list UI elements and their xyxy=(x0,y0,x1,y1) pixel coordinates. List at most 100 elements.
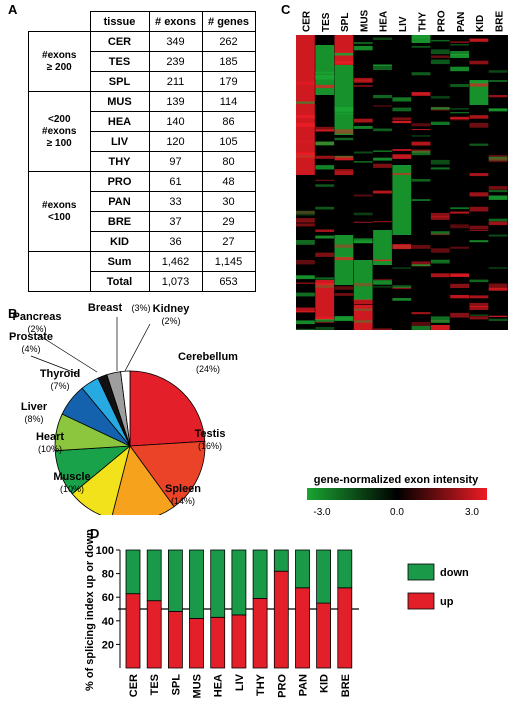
heatmap-cell xyxy=(373,221,392,223)
heatmap-cell xyxy=(392,285,412,288)
pie-pct-spleen: (14%) xyxy=(171,496,195,506)
heatmap-cell xyxy=(469,206,489,212)
bar-down-cer xyxy=(125,549,141,595)
heatmap-cell xyxy=(315,126,335,130)
heatmap-cell xyxy=(296,275,315,280)
table-header: tissue xyxy=(89,11,150,32)
heatmap-cell xyxy=(334,293,354,296)
heatmap-cell xyxy=(488,283,508,289)
y-tick-label: 20 xyxy=(102,639,114,651)
group-label-line: #exons xyxy=(42,49,77,61)
heatmap-cell xyxy=(392,154,412,159)
heatmap-cell xyxy=(373,66,392,71)
heatmap-block xyxy=(353,260,373,300)
table-row: <200 #exons ≥ 100 MUS 139 114 xyxy=(28,91,256,172)
heatmap-cell xyxy=(353,283,373,287)
heatmap-cell xyxy=(334,129,354,134)
y-tick-label: 60 xyxy=(102,592,114,604)
y-tick-label: 40 xyxy=(102,616,114,628)
heatmap-cell xyxy=(488,234,508,237)
heatmap-cell xyxy=(411,264,431,267)
x-category-label: CER xyxy=(128,674,140,697)
heatmap-cell xyxy=(392,107,412,112)
exon-count-cell: 36 xyxy=(148,231,203,252)
group-label-line: <200 xyxy=(47,113,71,125)
heatmap-cell xyxy=(373,157,392,161)
heatmap-cell xyxy=(411,199,431,201)
heatmap-cell xyxy=(296,240,315,245)
heatmap-column-label: PRO xyxy=(437,10,448,32)
pie-label-cerebellum: Cerebellum xyxy=(178,351,238,363)
pie-label-liver: Liver xyxy=(21,401,48,413)
heatmap-cell xyxy=(488,287,508,291)
x-category-label: PRO xyxy=(276,674,288,698)
x-category-label: SPL xyxy=(170,674,182,696)
heatmap-cell xyxy=(334,169,354,171)
heatmap-cell xyxy=(296,153,315,158)
exon-count-cell: 140 xyxy=(148,111,203,132)
exon-count-cell: 33 xyxy=(148,191,203,212)
panel-label-d: D xyxy=(90,526,100,541)
bar-up-cer xyxy=(125,593,141,669)
table-header: # genes xyxy=(201,11,256,32)
table-row: Sum 1,462 1,145 xyxy=(28,251,256,292)
tissue-cell: MUS xyxy=(89,91,150,112)
heatmap-cell xyxy=(411,179,431,182)
heatmap-cell xyxy=(334,156,354,161)
heatmap-cell xyxy=(469,60,489,65)
gene-count-cell: 185 xyxy=(201,51,256,72)
heatmap-cell xyxy=(315,84,335,89)
heatmap-cell xyxy=(373,64,392,66)
heatmap-cell xyxy=(315,277,335,280)
pie-pct-testis: (16%) xyxy=(198,441,222,451)
heatmap-cell xyxy=(488,189,508,193)
panel-label-b: B xyxy=(8,306,18,321)
bar-up-mus xyxy=(189,618,204,669)
bar-down-pro xyxy=(273,549,289,572)
heatmap-cell xyxy=(469,240,489,243)
pie-label-breast: Breast xyxy=(88,302,123,314)
heatmap-cell xyxy=(373,286,392,288)
heatmap-cell xyxy=(373,280,392,285)
heatmap-block xyxy=(334,35,354,65)
x-category-label: LIV xyxy=(234,673,246,691)
heatmap-cell xyxy=(353,79,373,82)
heatmap-block xyxy=(315,45,335,95)
heatmap-column-label: TES xyxy=(321,12,332,32)
heatmap-cell xyxy=(488,156,508,161)
heatmap-cell xyxy=(296,282,315,284)
exon-count-cell: 239 xyxy=(148,51,203,72)
heatmap-cell xyxy=(450,273,469,277)
heatmap-cell xyxy=(353,299,373,305)
pie-pct-heart: (10%) xyxy=(38,444,62,454)
tissue-cell: Sum xyxy=(89,251,150,272)
heatmap-cell xyxy=(411,325,431,330)
gene-count-cell: 114 xyxy=(201,91,256,112)
heatmap-cell xyxy=(450,246,469,249)
x-category-label: MUS xyxy=(192,674,204,698)
bar-up-pro xyxy=(273,570,289,669)
heatmap-cell xyxy=(411,245,431,249)
x-category-label: KID xyxy=(319,674,331,693)
heatmap-column-label: LIV xyxy=(398,16,409,32)
heatmap-cell xyxy=(392,97,412,102)
exon-count-cell: 1,462 xyxy=(148,251,203,272)
heatmap-cell xyxy=(334,316,354,322)
pie-slice-spleen xyxy=(111,445,175,515)
gene-count-cell: 30 xyxy=(201,191,256,212)
heatmap-cell xyxy=(469,314,489,316)
gene-count-cell: 27 xyxy=(201,231,256,252)
pie-pct-cerebellum: (24%) xyxy=(196,364,220,374)
heatmap-cell xyxy=(373,163,392,168)
gene-count-cell: 653 xyxy=(201,271,256,292)
pie-leader-line xyxy=(36,333,98,373)
heatmap-cell xyxy=(469,192,489,197)
heatmap-cell xyxy=(411,150,431,156)
heatmap-block xyxy=(353,305,373,330)
exon-group-label: #exons ≥ 200 xyxy=(28,31,91,92)
heatmap-cell xyxy=(430,316,450,321)
heatmap-cell xyxy=(430,273,450,278)
heatmap-column-label: CER xyxy=(302,10,313,32)
heatmap-cell xyxy=(296,152,315,155)
bar-up-kid xyxy=(316,602,332,669)
